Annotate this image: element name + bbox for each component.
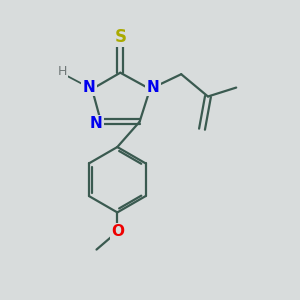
Text: O: O bbox=[111, 224, 124, 239]
Text: N: N bbox=[90, 116, 103, 131]
Text: N: N bbox=[83, 80, 95, 95]
Text: H: H bbox=[58, 65, 67, 78]
Text: S: S bbox=[114, 28, 126, 46]
Text: N: N bbox=[147, 80, 159, 95]
